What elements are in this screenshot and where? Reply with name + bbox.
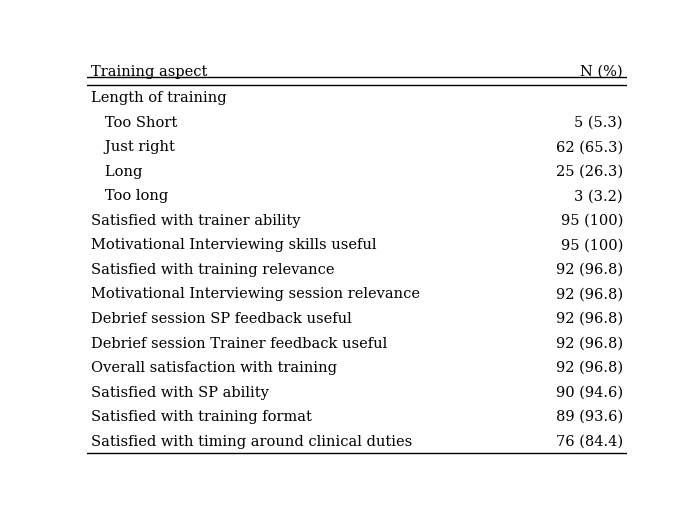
- Text: 5 (5.3): 5 (5.3): [574, 116, 623, 130]
- Text: 25 (26.3): 25 (26.3): [556, 165, 623, 179]
- Text: Debrief session SP feedback useful: Debrief session SP feedback useful: [91, 312, 352, 326]
- Text: 3 (3.2): 3 (3.2): [574, 189, 623, 203]
- Text: 92 (96.8): 92 (96.8): [556, 263, 623, 277]
- Text: 62 (65.3): 62 (65.3): [556, 140, 623, 154]
- Text: Too long: Too long: [91, 189, 169, 203]
- Text: 95 (100): 95 (100): [560, 214, 623, 228]
- Text: Motivational Interviewing session relevance: Motivational Interviewing session releva…: [91, 287, 420, 301]
- Text: Satisfied with training relevance: Satisfied with training relevance: [91, 263, 335, 277]
- Text: Length of training: Length of training: [91, 91, 227, 105]
- Text: Training aspect: Training aspect: [91, 65, 208, 79]
- Text: Too Short: Too Short: [91, 116, 178, 130]
- Text: Debrief session Trainer feedback useful: Debrief session Trainer feedback useful: [91, 337, 388, 351]
- Text: Just right: Just right: [91, 140, 176, 154]
- Text: Satisfied with timing around clinical duties: Satisfied with timing around clinical du…: [91, 435, 413, 449]
- Text: 95 (100): 95 (100): [560, 238, 623, 252]
- Text: 89 (93.6): 89 (93.6): [556, 410, 623, 424]
- Text: 90 (94.6): 90 (94.6): [556, 386, 623, 399]
- Text: 92 (96.8): 92 (96.8): [556, 312, 623, 326]
- Text: N (%): N (%): [581, 65, 623, 79]
- Text: Long: Long: [91, 165, 143, 179]
- Text: Satisfied with trainer ability: Satisfied with trainer ability: [91, 214, 301, 228]
- Text: 92 (96.8): 92 (96.8): [556, 337, 623, 351]
- Text: 76 (84.4): 76 (84.4): [556, 435, 623, 449]
- Text: Satisfied with training format: Satisfied with training format: [91, 410, 312, 424]
- Text: 92 (96.8): 92 (96.8): [556, 361, 623, 375]
- Text: Satisfied with SP ability: Satisfied with SP ability: [91, 386, 269, 399]
- Text: Motivational Interviewing skills useful: Motivational Interviewing skills useful: [91, 238, 377, 252]
- Text: Overall satisfaction with training: Overall satisfaction with training: [91, 361, 337, 375]
- Text: 92 (96.8): 92 (96.8): [556, 287, 623, 301]
